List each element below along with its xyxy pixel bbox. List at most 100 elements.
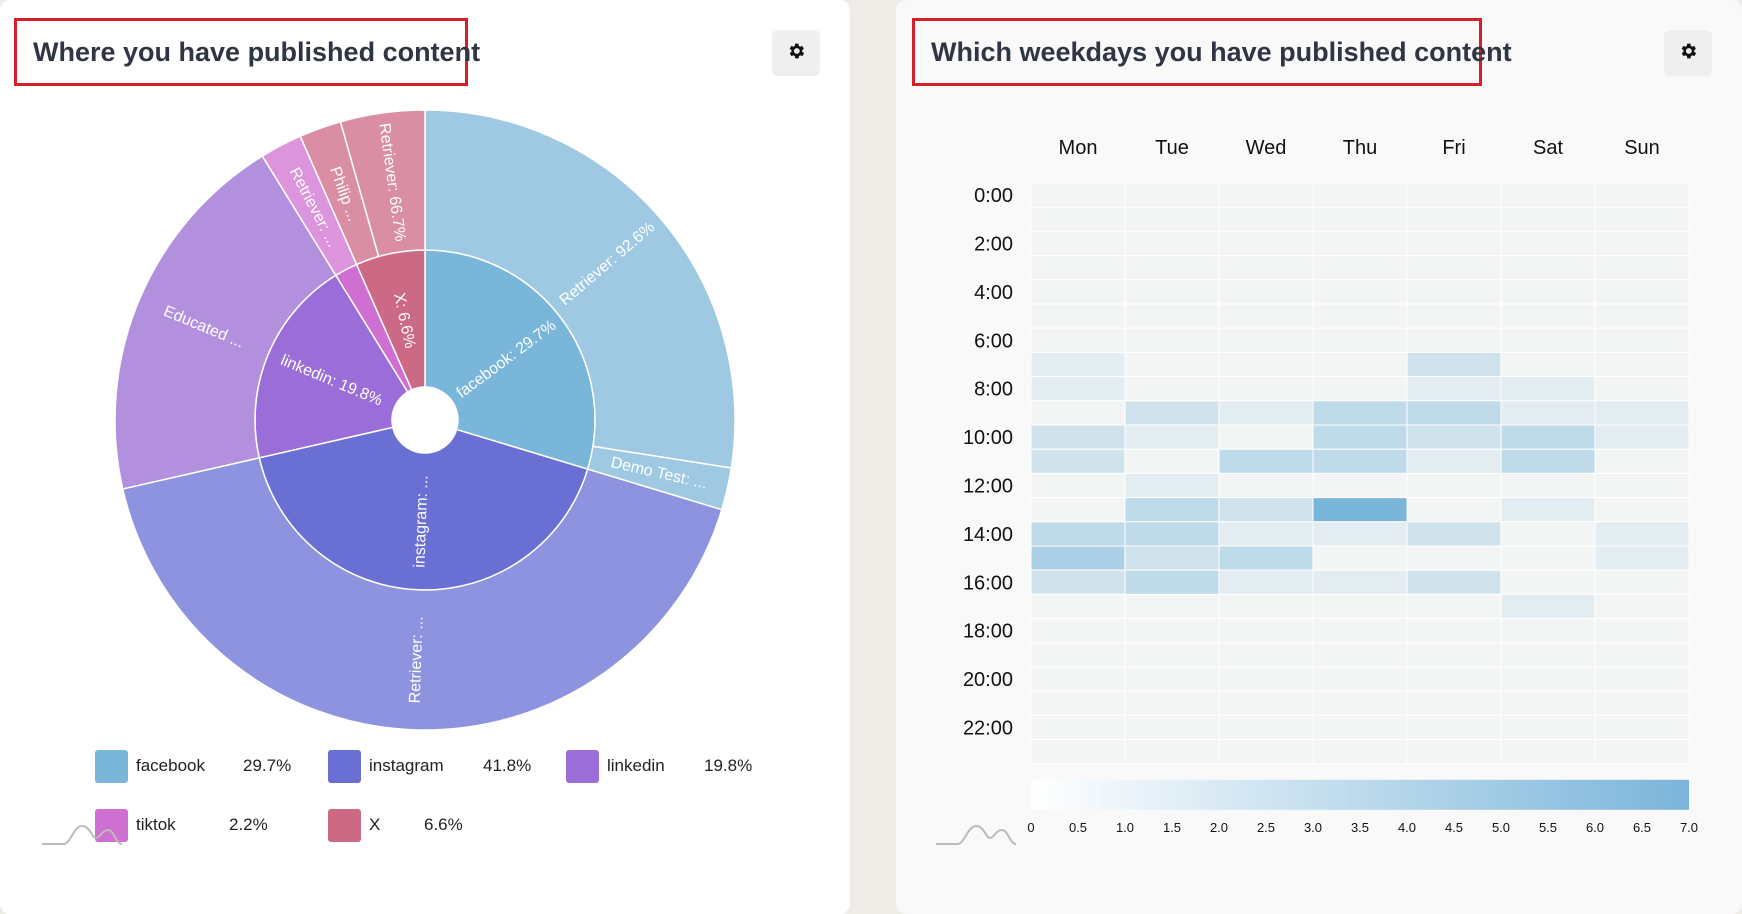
heatmap-cell[interactable] — [1030, 400, 1126, 426]
heatmap-cell[interactable] — [1406, 424, 1502, 450]
heatmap-cell[interactable] — [1030, 206, 1126, 232]
heatmap-cell[interactable] — [1124, 569, 1220, 595]
heatmap-cell[interactable] — [1500, 424, 1596, 450]
heatmap-cell[interactable] — [1030, 521, 1126, 547]
heatmap-cell[interactable] — [1500, 303, 1596, 329]
heatmap-cell[interactable] — [1594, 376, 1690, 402]
heatmap-cell[interactable] — [1030, 230, 1126, 257]
heatmap-cell[interactable] — [1124, 182, 1220, 208]
heatmap-cell[interactable] — [1500, 642, 1596, 668]
heatmap-cell[interactable] — [1218, 521, 1314, 547]
heatmap-cell[interactable] — [1312, 303, 1408, 329]
heatmap-cell[interactable] — [1312, 497, 1408, 523]
heatmap-cell[interactable] — [1594, 279, 1690, 305]
heatmap-cell[interactable] — [1594, 690, 1690, 716]
legend-item-linkedin[interactable]: linkedin 19.8% — [566, 748, 752, 784]
heatmap-cell[interactable] — [1218, 618, 1314, 644]
heatmap-cell[interactable] — [1312, 279, 1408, 305]
sunburst-outer-slice[interactable] — [339, 109, 426, 258]
heatmap-cell[interactable] — [1030, 472, 1126, 499]
heatmap-cell[interactable] — [1406, 569, 1502, 595]
heatmap-cell[interactable] — [1594, 593, 1690, 620]
heatmap-cell[interactable] — [1218, 255, 1314, 281]
heatmap-cell[interactable] — [1124, 521, 1220, 547]
heatmap-cell[interactable] — [1312, 618, 1408, 644]
heatmap-cell[interactable] — [1500, 279, 1596, 305]
heatmap-cell[interactable] — [1406, 376, 1502, 402]
sunburst-outer-slice[interactable] — [121, 456, 723, 731]
heatmap-cell[interactable] — [1030, 424, 1126, 450]
heatmap-cell[interactable] — [1500, 569, 1596, 595]
heatmap-cell[interactable] — [1312, 255, 1408, 281]
heatmap-cell[interactable] — [1124, 690, 1220, 716]
heatmap-cell[interactable] — [1500, 327, 1596, 353]
heatmap-cell[interactable] — [1124, 400, 1220, 426]
heatmap-cell[interactable] — [1218, 303, 1314, 329]
heatmap-cell[interactable] — [1030, 618, 1126, 644]
sunburst-outer-slice[interactable] — [114, 155, 337, 490]
heatmap-cell[interactable] — [1312, 521, 1408, 547]
heatmap-cell[interactable] — [1406, 521, 1502, 547]
heatmap-cell[interactable] — [1030, 642, 1126, 668]
heatmap-cell[interactable] — [1312, 690, 1408, 716]
heatmap-cell[interactable] — [1124, 351, 1220, 378]
heatmap-cell[interactable] — [1218, 448, 1314, 474]
heatmap-cell[interactable] — [1500, 690, 1596, 716]
heatmap-cell[interactable] — [1124, 376, 1220, 402]
heatmap-cell[interactable] — [1500, 400, 1596, 426]
heatmap-cell[interactable] — [1594, 424, 1690, 450]
heatmap-cell[interactable] — [1124, 448, 1220, 474]
heatmap-cell[interactable] — [1030, 569, 1126, 595]
sunburst-outer-slice[interactable] — [424, 109, 736, 469]
heatmap-cell[interactable] — [1218, 545, 1314, 571]
heatmap-cell[interactable] — [1124, 472, 1220, 499]
heatmap-cell[interactable] — [1124, 545, 1220, 571]
heatmap-cell[interactable] — [1406, 206, 1502, 232]
heatmap-cell[interactable] — [1124, 642, 1220, 668]
heatmap-cell[interactable] — [1594, 303, 1690, 329]
heatmap-cell[interactable] — [1218, 666, 1314, 692]
heatmap-cell[interactable] — [1218, 739, 1314, 765]
heatmap-cell[interactable] — [1406, 739, 1502, 765]
heatmap-cell[interactable] — [1500, 739, 1596, 765]
heatmap-cell[interactable] — [1500, 351, 1596, 378]
heatmap-cell[interactable] — [1030, 739, 1126, 765]
heatmap-cell[interactable] — [1406, 545, 1502, 571]
heatmap-cell[interactable] — [1312, 424, 1408, 450]
heatmap-cell[interactable] — [1218, 230, 1314, 257]
heatmap-cell[interactable] — [1500, 714, 1596, 741]
heatmap-cell[interactable] — [1218, 593, 1314, 620]
heatmap-cell[interactable] — [1594, 448, 1690, 474]
heatmap-cell[interactable] — [1218, 642, 1314, 668]
heatmap-cell[interactable] — [1406, 279, 1502, 305]
heatmap-cell[interactable] — [1406, 448, 1502, 474]
heatmap-cell[interactable] — [1594, 206, 1690, 232]
heatmap-cell[interactable] — [1406, 714, 1502, 741]
heatmap-cell[interactable] — [1030, 448, 1126, 474]
heatmap-cell[interactable] — [1406, 618, 1502, 644]
heatmap-cell[interactable] — [1594, 521, 1690, 547]
heatmap-cell[interactable] — [1500, 376, 1596, 402]
heatmap-cell[interactable] — [1124, 714, 1220, 741]
heatmap-cell[interactable] — [1500, 593, 1596, 620]
heatmap-cell[interactable] — [1312, 206, 1408, 232]
heatmap-cell[interactable] — [1594, 666, 1690, 692]
heatmap-cell[interactable] — [1594, 255, 1690, 281]
heatmap-cell[interactable] — [1406, 497, 1502, 523]
heatmap-cell[interactable] — [1218, 569, 1314, 595]
legend-item-x[interactable]: X 6.6% — [328, 807, 463, 843]
heatmap-cell[interactable] — [1218, 714, 1314, 741]
heatmap-cell[interactable] — [1594, 569, 1690, 595]
heatmap-cell[interactable] — [1030, 255, 1126, 281]
heatmap-cell[interactable] — [1312, 182, 1408, 208]
heatmap-cell[interactable] — [1030, 303, 1126, 329]
heatmap-cell[interactable] — [1500, 230, 1596, 257]
heatmap-cell[interactable] — [1218, 327, 1314, 353]
heatmap-cell[interactable] — [1218, 400, 1314, 426]
heatmap-cell[interactable] — [1218, 690, 1314, 716]
heatmap-cell[interactable] — [1312, 545, 1408, 571]
heatmap-cell[interactable] — [1124, 424, 1220, 450]
heatmap-cell[interactable] — [1124, 593, 1220, 620]
heatmap-cell[interactable] — [1500, 472, 1596, 499]
heatmap-cell[interactable] — [1030, 666, 1126, 692]
